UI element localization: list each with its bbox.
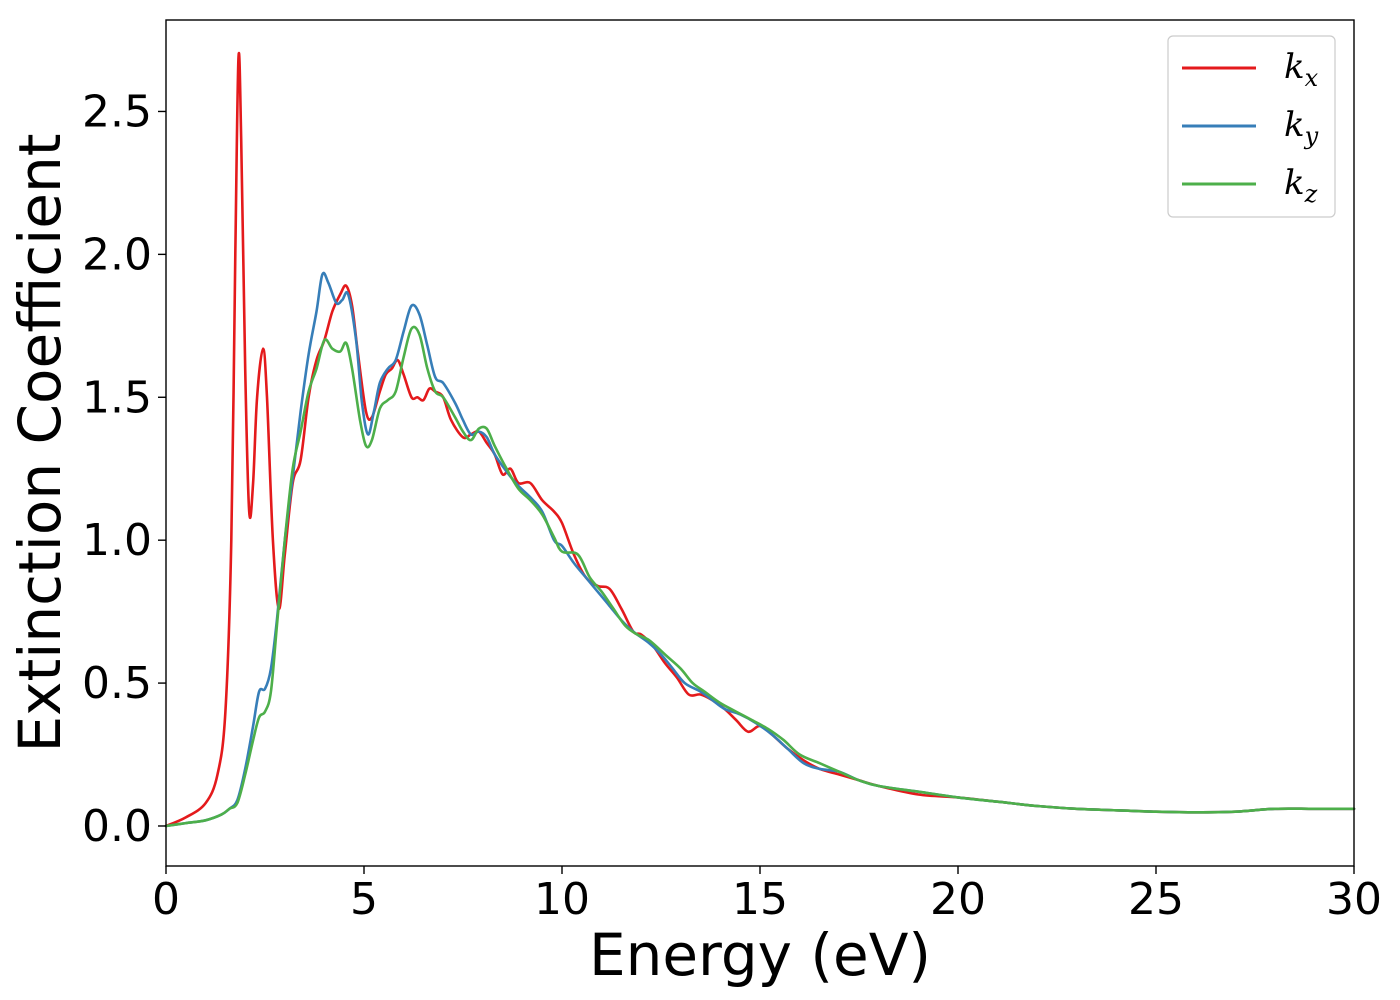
x-tick-label: 0: [152, 874, 180, 925]
y-tick-label: 2.0: [82, 229, 152, 280]
x-tick-label: 5: [350, 874, 378, 925]
x-tick-label: 20: [930, 874, 986, 925]
y-axis-title: Extinction Coefficient: [6, 134, 74, 753]
x-tick-label: 15: [732, 874, 788, 925]
y-tick-label: 0.5: [82, 658, 152, 709]
y-tick-label: 1.0: [82, 515, 152, 566]
x-tick-label: 30: [1326, 874, 1382, 925]
y-axis-ticks: 0.0 0.5 1.0 1.5 2.0 2.5: [82, 86, 166, 852]
x-tick-label: 25: [1128, 874, 1184, 925]
x-tick-label: 10: [534, 874, 590, 925]
y-tick-label: 2.5: [82, 86, 152, 137]
series-line-z: [164, 325, 1356, 828]
x-axis-title: Energy (eV): [589, 921, 931, 989]
y-tick-label: 0.0: [82, 801, 152, 852]
series-layer: [164, 51, 1356, 828]
x-axis-ticks: 0 5 10 15 20 25 30: [152, 866, 1382, 925]
series-line-x: [164, 51, 1356, 828]
y-tick-label: 1.5: [82, 372, 152, 423]
